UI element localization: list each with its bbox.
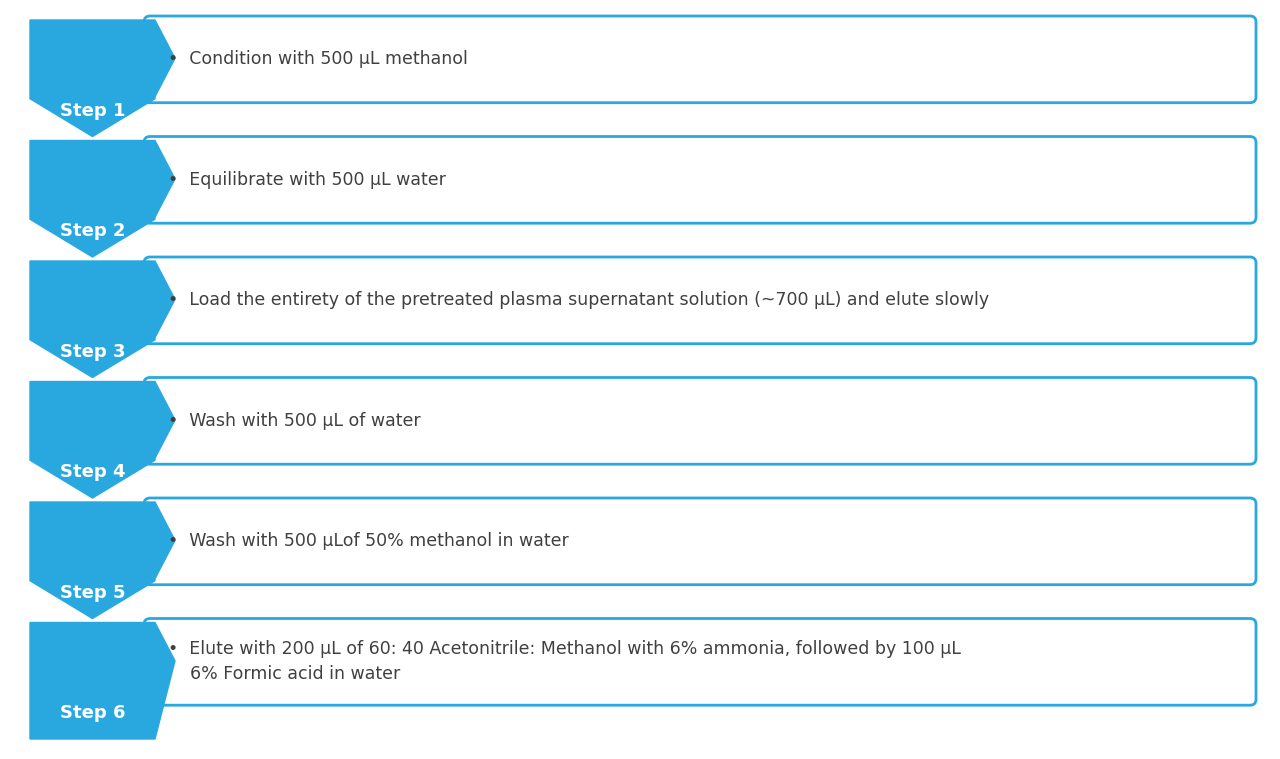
Text: •  Equilibrate with 500 μL water: • Equilibrate with 500 μL water: [168, 171, 445, 189]
FancyBboxPatch shape: [143, 137, 1256, 223]
Polygon shape: [29, 502, 175, 619]
Polygon shape: [29, 20, 175, 137]
FancyBboxPatch shape: [143, 257, 1256, 344]
Text: Step 4: Step 4: [60, 463, 125, 481]
Text: •  Wash with 500 μL of water: • Wash with 500 μL of water: [168, 412, 421, 430]
Text: Step 1: Step 1: [60, 102, 125, 120]
Text: Step 2: Step 2: [60, 222, 125, 240]
Text: •  Wash with 500 μLof 50% methanol in water: • Wash with 500 μLof 50% methanol in wat…: [168, 532, 568, 550]
FancyBboxPatch shape: [143, 619, 1256, 705]
Text: Step 5: Step 5: [60, 584, 125, 602]
Polygon shape: [29, 382, 175, 498]
Text: •  Elute with 200 μL of 60: 40 Acetonitrile: Methanol with 6% ammonia, followed : • Elute with 200 μL of 60: 40 Acetonitri…: [168, 641, 961, 683]
Text: Step 3: Step 3: [60, 342, 125, 361]
Polygon shape: [29, 261, 175, 377]
FancyBboxPatch shape: [143, 16, 1256, 102]
FancyBboxPatch shape: [143, 498, 1256, 584]
Polygon shape: [29, 622, 175, 739]
Text: •  Load the entirety of the pretreated plasma supernatant solution (~700 μL) and: • Load the entirety of the pretreated pl…: [168, 291, 989, 310]
Text: •  Condition with 500 μL methanol: • Condition with 500 μL methanol: [168, 50, 468, 68]
Polygon shape: [29, 140, 175, 257]
FancyBboxPatch shape: [143, 377, 1256, 465]
Text: Step 6: Step 6: [60, 704, 125, 722]
